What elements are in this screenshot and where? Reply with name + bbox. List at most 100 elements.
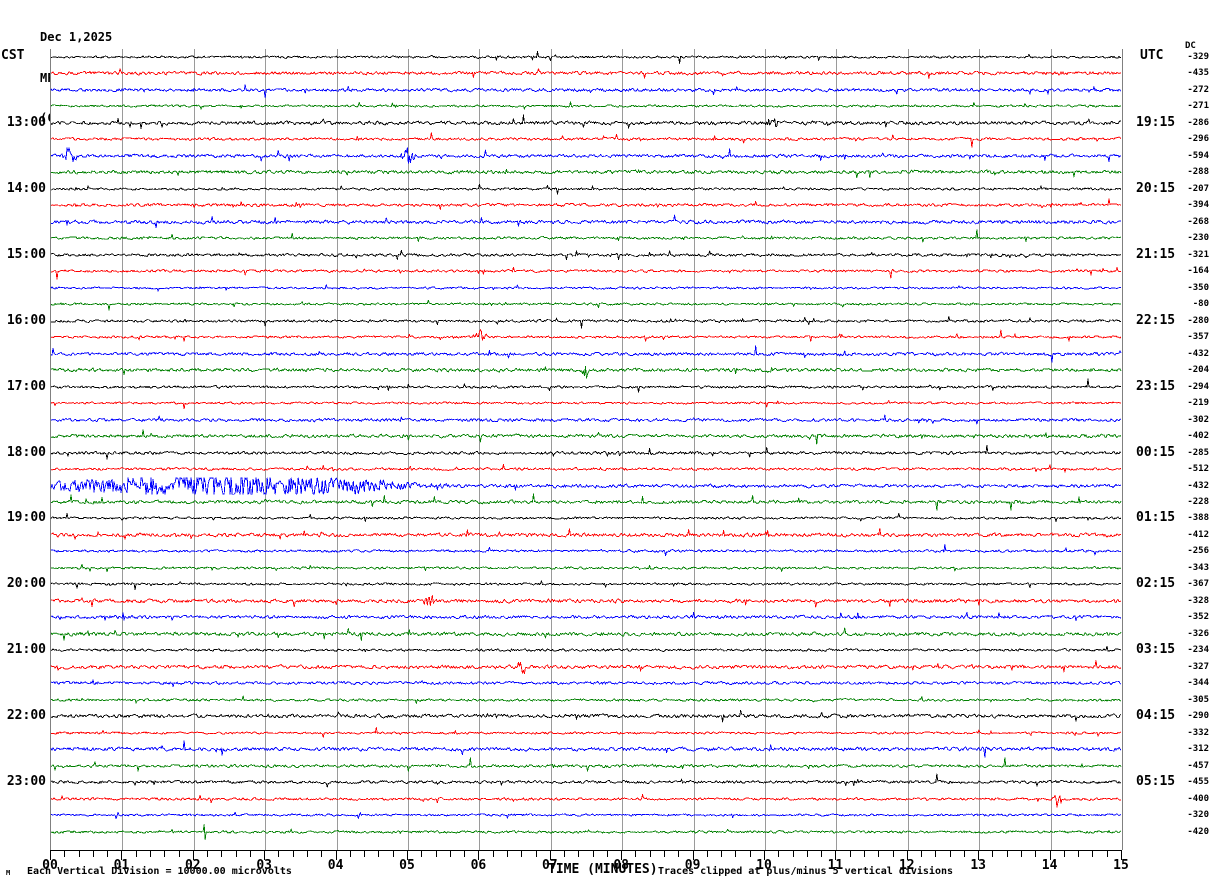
- seismic-trace-10: [50, 202, 1122, 242]
- x-tick-minor-4-4: [392, 851, 394, 857]
- x-axis-label-10: 10: [756, 858, 772, 873]
- utc-time-20-15: 20:15: [1136, 180, 1176, 196]
- x-tick-major-9: [692, 851, 694, 860]
- x-tick-minor-9-2: [721, 851, 723, 857]
- x-tick-minor-6-4: [535, 851, 537, 857]
- seismic-trace-26: [50, 466, 1122, 506]
- utc-axis-label: UTC: [1140, 48, 1164, 63]
- gridline-minute-14: [1050, 49, 1052, 850]
- gridline-minute-07: [550, 49, 552, 850]
- x-tick-minor-1-4: [178, 851, 180, 857]
- dc-value-37: -327: [1187, 661, 1209, 672]
- x-tick-minor-4-2: [364, 851, 366, 857]
- dc-value-43: -457: [1187, 760, 1209, 771]
- dc-value-27: -228: [1187, 497, 1209, 507]
- seismic-trace-14: [50, 268, 1122, 308]
- seismic-trace-12: [50, 235, 1122, 275]
- x-tick-major-3: [264, 851, 266, 860]
- x-axis-label-01: 01: [113, 858, 130, 873]
- gridline-minute-13: [979, 49, 981, 850]
- dc-value-5: -296: [1187, 134, 1209, 145]
- x-tick-minor-8-1: [635, 851, 637, 857]
- dc-value-42: -312: [1187, 744, 1209, 755]
- x-axis-label-06: 06: [470, 858, 487, 873]
- gridline-minute-01: [122, 49, 124, 850]
- dc-value-11: -230: [1187, 233, 1209, 244]
- x-tick-minor-8-3: [664, 851, 666, 857]
- seismic-trace-6: [50, 136, 1122, 176]
- dc-value-40: -290: [1187, 711, 1209, 722]
- seismic-trace-29: [50, 515, 1122, 555]
- utc-time-19-15: 19:15: [1136, 114, 1176, 130]
- x-axis-label-07: 07: [541, 858, 558, 873]
- dc-value-26: -432: [1187, 480, 1209, 491]
- dc-value-47: -420: [1187, 826, 1209, 837]
- x-tick-minor-3-1: [278, 851, 280, 857]
- cst-time-21-00: 21:00: [6, 642, 46, 658]
- seismic-trace-47: [50, 812, 1122, 852]
- dc-value-35: -326: [1187, 628, 1209, 639]
- x-tick-minor-0-3: [92, 851, 94, 857]
- seismic-trace-15: [50, 284, 1122, 324]
- seismic-trace-46: [50, 795, 1122, 835]
- utc-time-01-15: 01:15: [1136, 510, 1176, 526]
- seismic-trace-44: [50, 762, 1122, 802]
- dc-value-7: -288: [1187, 167, 1209, 178]
- seismic-trace-35: [50, 614, 1122, 654]
- x-tick-minor-11-4: [892, 851, 894, 857]
- dc-value-19: -204: [1187, 365, 1209, 376]
- cst-time-14-00: 14:00: [6, 180, 46, 196]
- x-tick-major-10: [764, 851, 765, 860]
- dc-value-4: -286: [1187, 117, 1209, 128]
- x-tick-minor-9-4: [749, 851, 751, 857]
- seismic-trace-17: [50, 317, 1122, 357]
- x-tick-minor-11-2: [863, 851, 865, 857]
- x-tick-minor-12-3: [949, 851, 951, 857]
- dc-value-46: -320: [1187, 810, 1209, 821]
- seismic-trace-0: [50, 37, 1122, 77]
- gridline-minute-10: [765, 49, 766, 850]
- dc-value-10: -268: [1187, 216, 1209, 227]
- x-axis-label-04: 04: [327, 858, 344, 873]
- x-tick-minor-5-4: [464, 851, 466, 857]
- cst-time-22-00: 22:00: [6, 708, 46, 724]
- x-tick-minor-7-3: [592, 851, 594, 857]
- x-tick-minor-8-2: [649, 851, 651, 857]
- seismic-trace-36: [50, 630, 1122, 670]
- x-tick-minor-13-1: [992, 851, 994, 857]
- x-tick-minor-12-1: [921, 851, 923, 857]
- seismic-trace-27: [50, 482, 1122, 522]
- x-tick-minor-9-1: [706, 851, 708, 857]
- dc-value-3: -271: [1187, 101, 1209, 112]
- dc-value-32: -367: [1187, 579, 1209, 590]
- seismic-trace-39: [50, 680, 1122, 720]
- cst-time-15-00: 15:00: [6, 246, 46, 262]
- x-axis-label-08: 08: [613, 858, 630, 873]
- x-tick-minor-5-1: [421, 851, 423, 857]
- x-axis-label-03: 03: [256, 858, 273, 873]
- x-tick-major-2: [192, 851, 194, 860]
- x-axis-label-11: 11: [827, 858, 844, 873]
- x-tick-minor-1-1: [135, 851, 137, 857]
- x-tick-major-15: [1121, 851, 1122, 860]
- x-tick-minor-11-3: [878, 851, 880, 857]
- x-tick-minor-3-4: [321, 851, 323, 857]
- seismic-trace-5: [50, 119, 1122, 159]
- dc-value-0: -329: [1187, 52, 1209, 62]
- cst-time-17-00: 17:00: [6, 378, 46, 394]
- utc-time-00-15: 00:15: [1136, 444, 1176, 460]
- x-axis-label-14: 14: [1041, 858, 1058, 873]
- x-tick-minor-10-4: [821, 851, 823, 857]
- x-tick-minor-2-4: [249, 851, 251, 857]
- x-axis-title: TIME (MINUTES): [548, 862, 658, 877]
- dc-value-16: -280: [1187, 315, 1209, 326]
- x-tick-major-6: [478, 851, 480, 860]
- dc-value-21: -219: [1187, 398, 1209, 409]
- gridline-minute-06: [479, 49, 481, 850]
- gridline-minute-03: [265, 49, 267, 850]
- seismic-trace-25: [50, 449, 1122, 489]
- gridline-minute-12: [907, 49, 909, 850]
- x-tick-minor-6-1: [492, 851, 494, 857]
- seismic-trace-16: [50, 301, 1122, 341]
- helicorder-plot-area[interactable]: [50, 49, 1123, 850]
